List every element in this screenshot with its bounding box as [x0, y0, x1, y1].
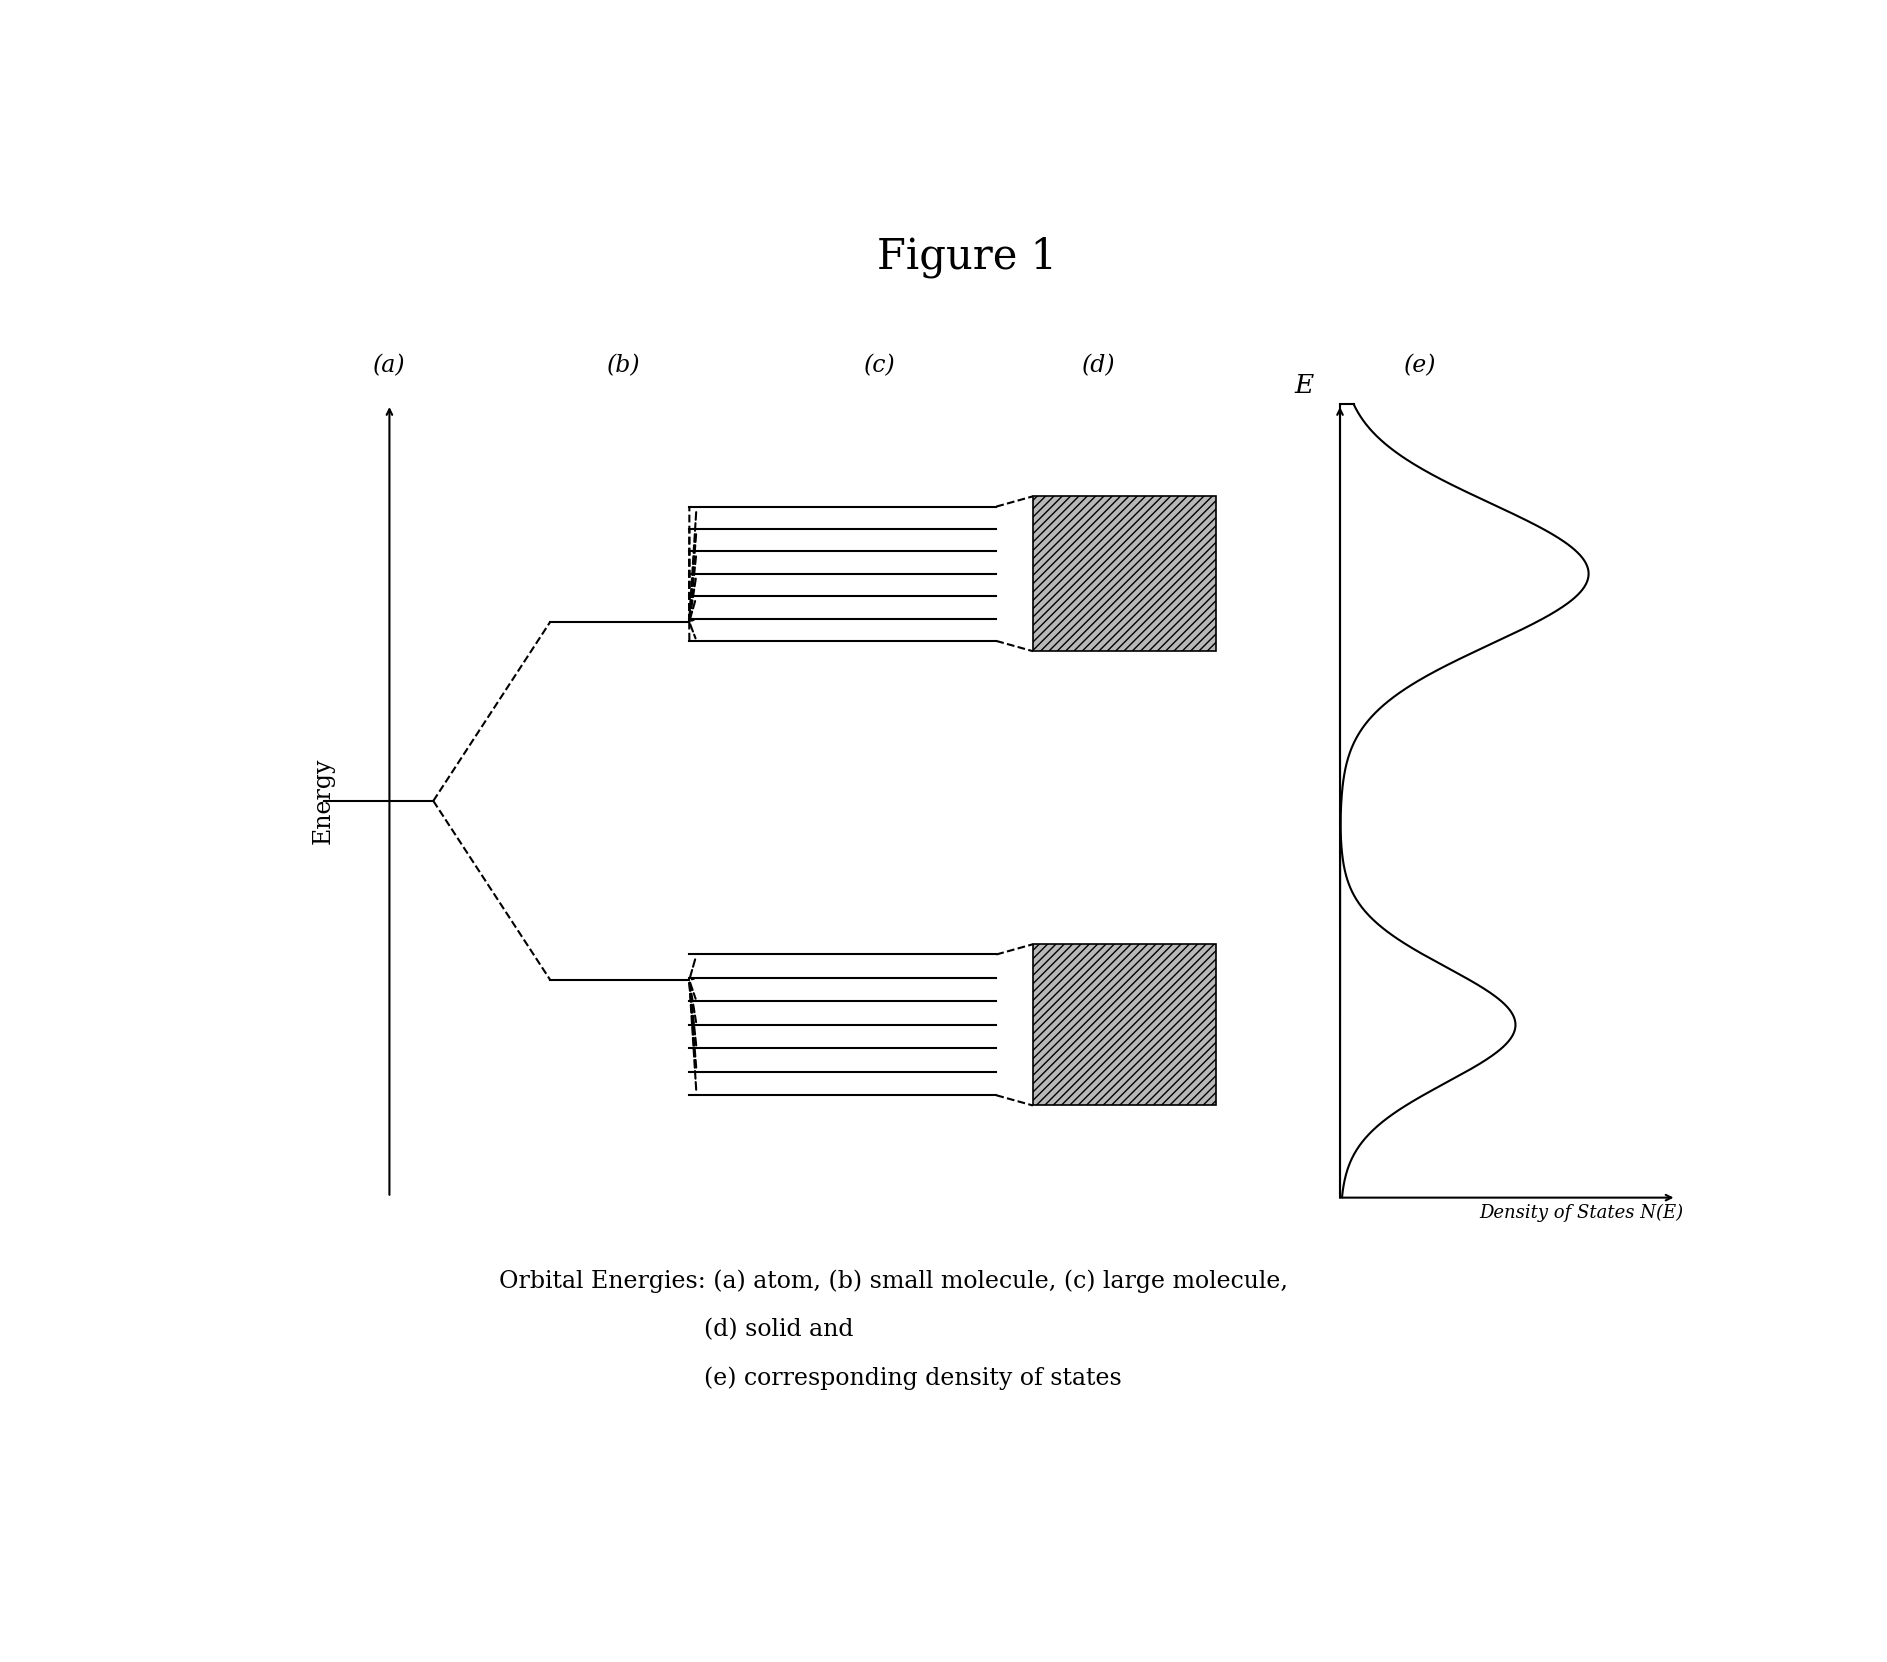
- Text: E: E: [1294, 372, 1313, 397]
- Text: (d) solid and: (d) solid and: [704, 1318, 853, 1341]
- Text: (b): (b): [606, 354, 640, 377]
- Text: (a): (a): [374, 354, 406, 377]
- Text: Figure 1: Figure 1: [877, 236, 1057, 278]
- Text: (c): (c): [864, 354, 894, 377]
- Text: Energy: Energy: [311, 758, 336, 844]
- Text: (e) corresponding density of states: (e) corresponding density of states: [704, 1366, 1121, 1389]
- Text: Orbital Energies: (a) atom, (b) small molecule, (c) large molecule,: Orbital Energies: (a) atom, (b) small mo…: [498, 1270, 1289, 1293]
- Text: (e): (e): [1404, 354, 1436, 377]
- Bar: [1032, 497, 1215, 652]
- Text: (d): (d): [1081, 354, 1115, 377]
- Text: Density of States N(E): Density of States N(E): [1479, 1203, 1683, 1222]
- Bar: [1032, 944, 1215, 1105]
